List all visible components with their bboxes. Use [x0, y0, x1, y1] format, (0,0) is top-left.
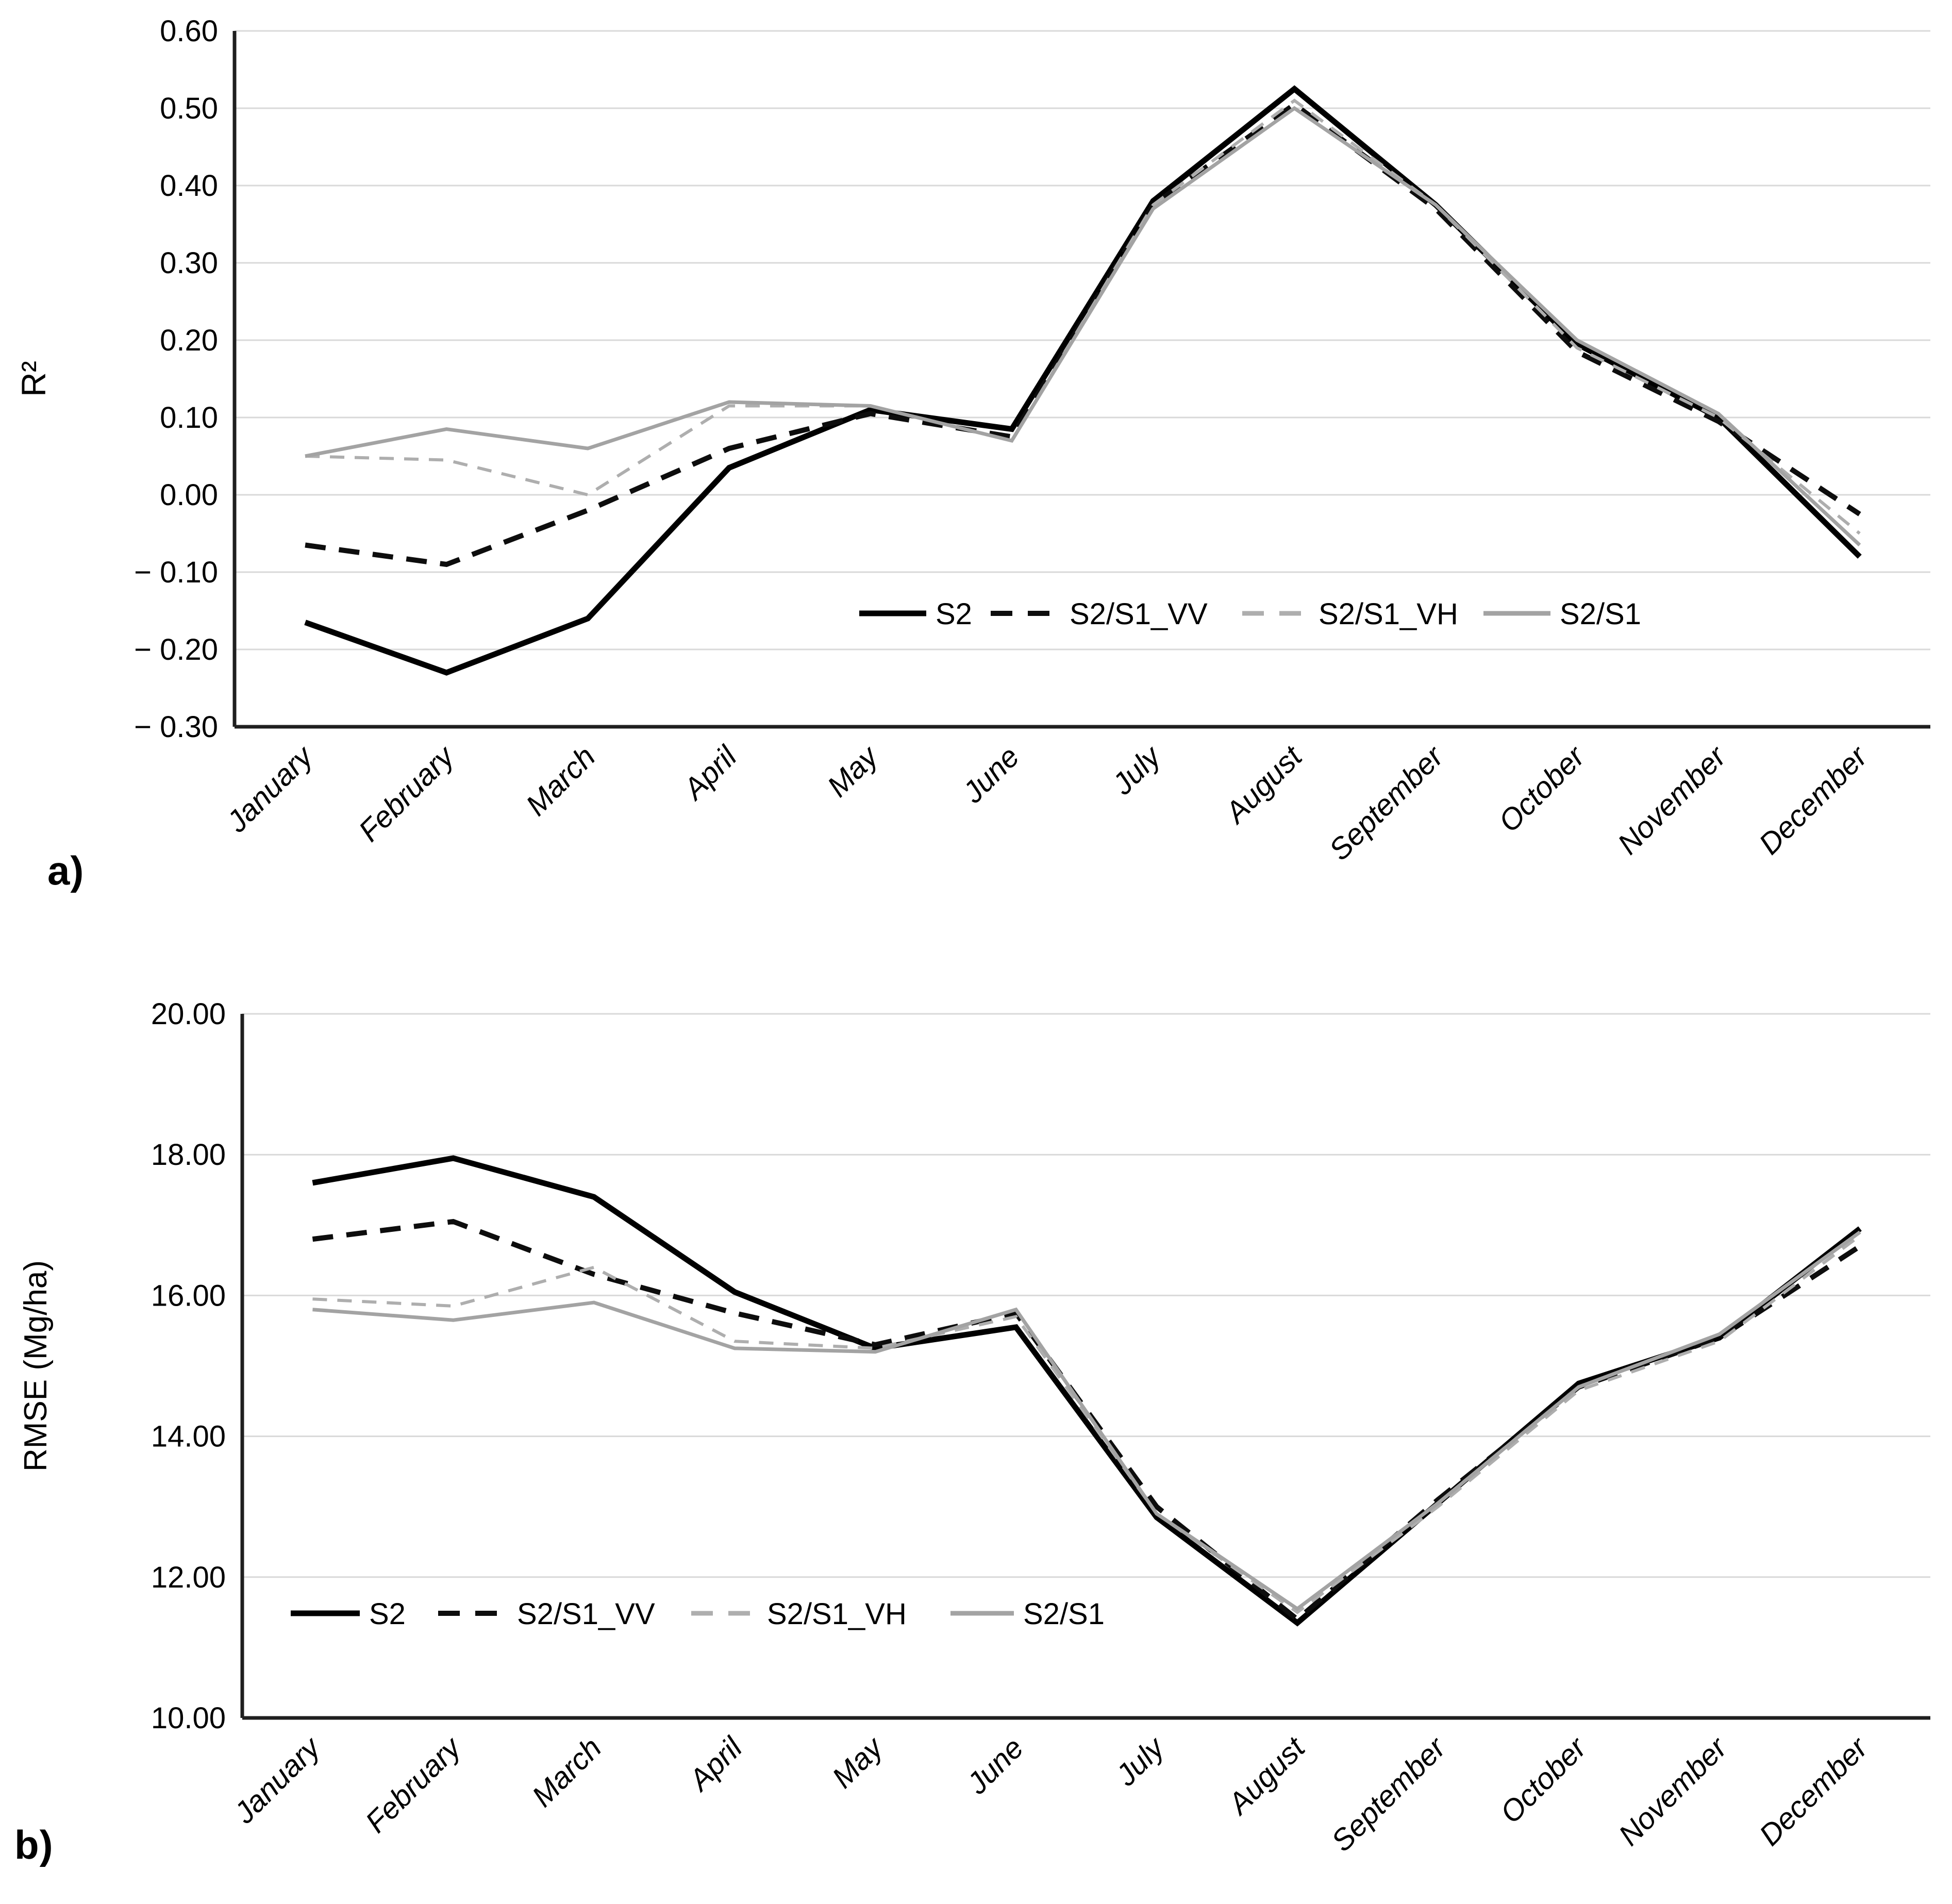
legend-label-S2-S1: S2/S1: [1023, 1597, 1105, 1631]
series-line-S2: [304, 85, 1862, 676]
legend-label-S2-S1-VH: S2/S1_VH: [1319, 597, 1458, 631]
legend-label-S2-S1-VH: S2/S1_VH: [767, 1597, 907, 1631]
y-tick-label: 0.20: [160, 324, 218, 357]
x-tick-label: November: [1612, 1730, 1734, 1852]
series-line-S2-S1: [305, 106, 1861, 547]
panel-b-label: b): [14, 1822, 54, 1867]
legend-label-S2-S1-VV: S2/S1_VV: [517, 1597, 655, 1631]
series-line-S2-S1-VV: [305, 101, 1861, 567]
y-tick-label: 0.00: [160, 478, 218, 512]
series-line-S2-S1-VH: [312, 1234, 1861, 1614]
y-tick-label: − 0.10: [134, 556, 218, 589]
y-tick-label: − 0.30: [134, 710, 218, 744]
legend-label-S2-S1-VV: S2/S1_VV: [1070, 597, 1208, 631]
x-tick-label: December: [1753, 739, 1875, 861]
x-tick-label: July: [1109, 1730, 1172, 1793]
x-tick-label: April: [676, 739, 744, 807]
x-tick-label: August: [1221, 1730, 1312, 1822]
x-tick-label: March: [526, 1731, 608, 1813]
x-tick-label: August: [1218, 739, 1310, 830]
x-tick-label: February: [359, 1730, 468, 1839]
x-tick-label: June: [960, 1731, 1030, 1801]
y-tick-label: 0.10: [160, 401, 218, 435]
x-tick-label: May: [826, 1730, 891, 1795]
y-tick-label: 20.00: [151, 997, 226, 1031]
legend-label-S2: S2: [936, 597, 972, 631]
x-tick-label: December: [1753, 1730, 1875, 1852]
x-tick-label: October: [1492, 739, 1592, 839]
x-tick-label: January: [220, 739, 321, 839]
x-tick-label: September: [1323, 739, 1450, 866]
panel-a-label: a): [47, 848, 85, 893]
r2-line-chart: 0.60 0.50 0.40 0.30 0.20 0.10 0.00 − 0.10 − 0.20…: [14, 14, 1930, 867]
x-tick-label: April: [681, 1730, 749, 1798]
x-tick-label: October: [1494, 1730, 1594, 1830]
y-tick-label: − 0.20: [134, 633, 218, 666]
y-tick-label: 14.00: [151, 1420, 226, 1454]
y-tick-label: 0.40: [160, 169, 218, 203]
y-axis-title: RMSE (Mg/ha): [18, 1260, 54, 1472]
x-tick-label: January: [227, 1730, 328, 1830]
y-tick-label: 0.60: [160, 14, 218, 48]
y-tick-label: 0.30: [160, 246, 218, 280]
legend-label-S2-S1: S2/S1: [1560, 597, 1641, 631]
y-tick-label: 0.50: [160, 92, 218, 125]
x-tick-label: September: [1325, 1730, 1453, 1858]
series-line-S2: [312, 1155, 1862, 1627]
y-axis-title: R²: [14, 361, 53, 397]
x-tick-label: July: [1106, 739, 1169, 801]
legend-label-S2: S2: [369, 1597, 406, 1631]
x-tick-label: May: [821, 739, 886, 804]
x-tick-label: June: [956, 740, 1026, 810]
series-line-S2-S1: [312, 1230, 1861, 1611]
y-tick-label: 18.00: [151, 1138, 226, 1172]
y-tick-label: 16.00: [151, 1279, 226, 1312]
x-tick-label: November: [1611, 739, 1733, 861]
y-tick-label: 10.00: [151, 1701, 226, 1735]
x-tick-label: February: [352, 739, 461, 848]
x-tick-label: March: [520, 740, 602, 822]
y-tick-label: 12.00: [151, 1561, 226, 1594]
